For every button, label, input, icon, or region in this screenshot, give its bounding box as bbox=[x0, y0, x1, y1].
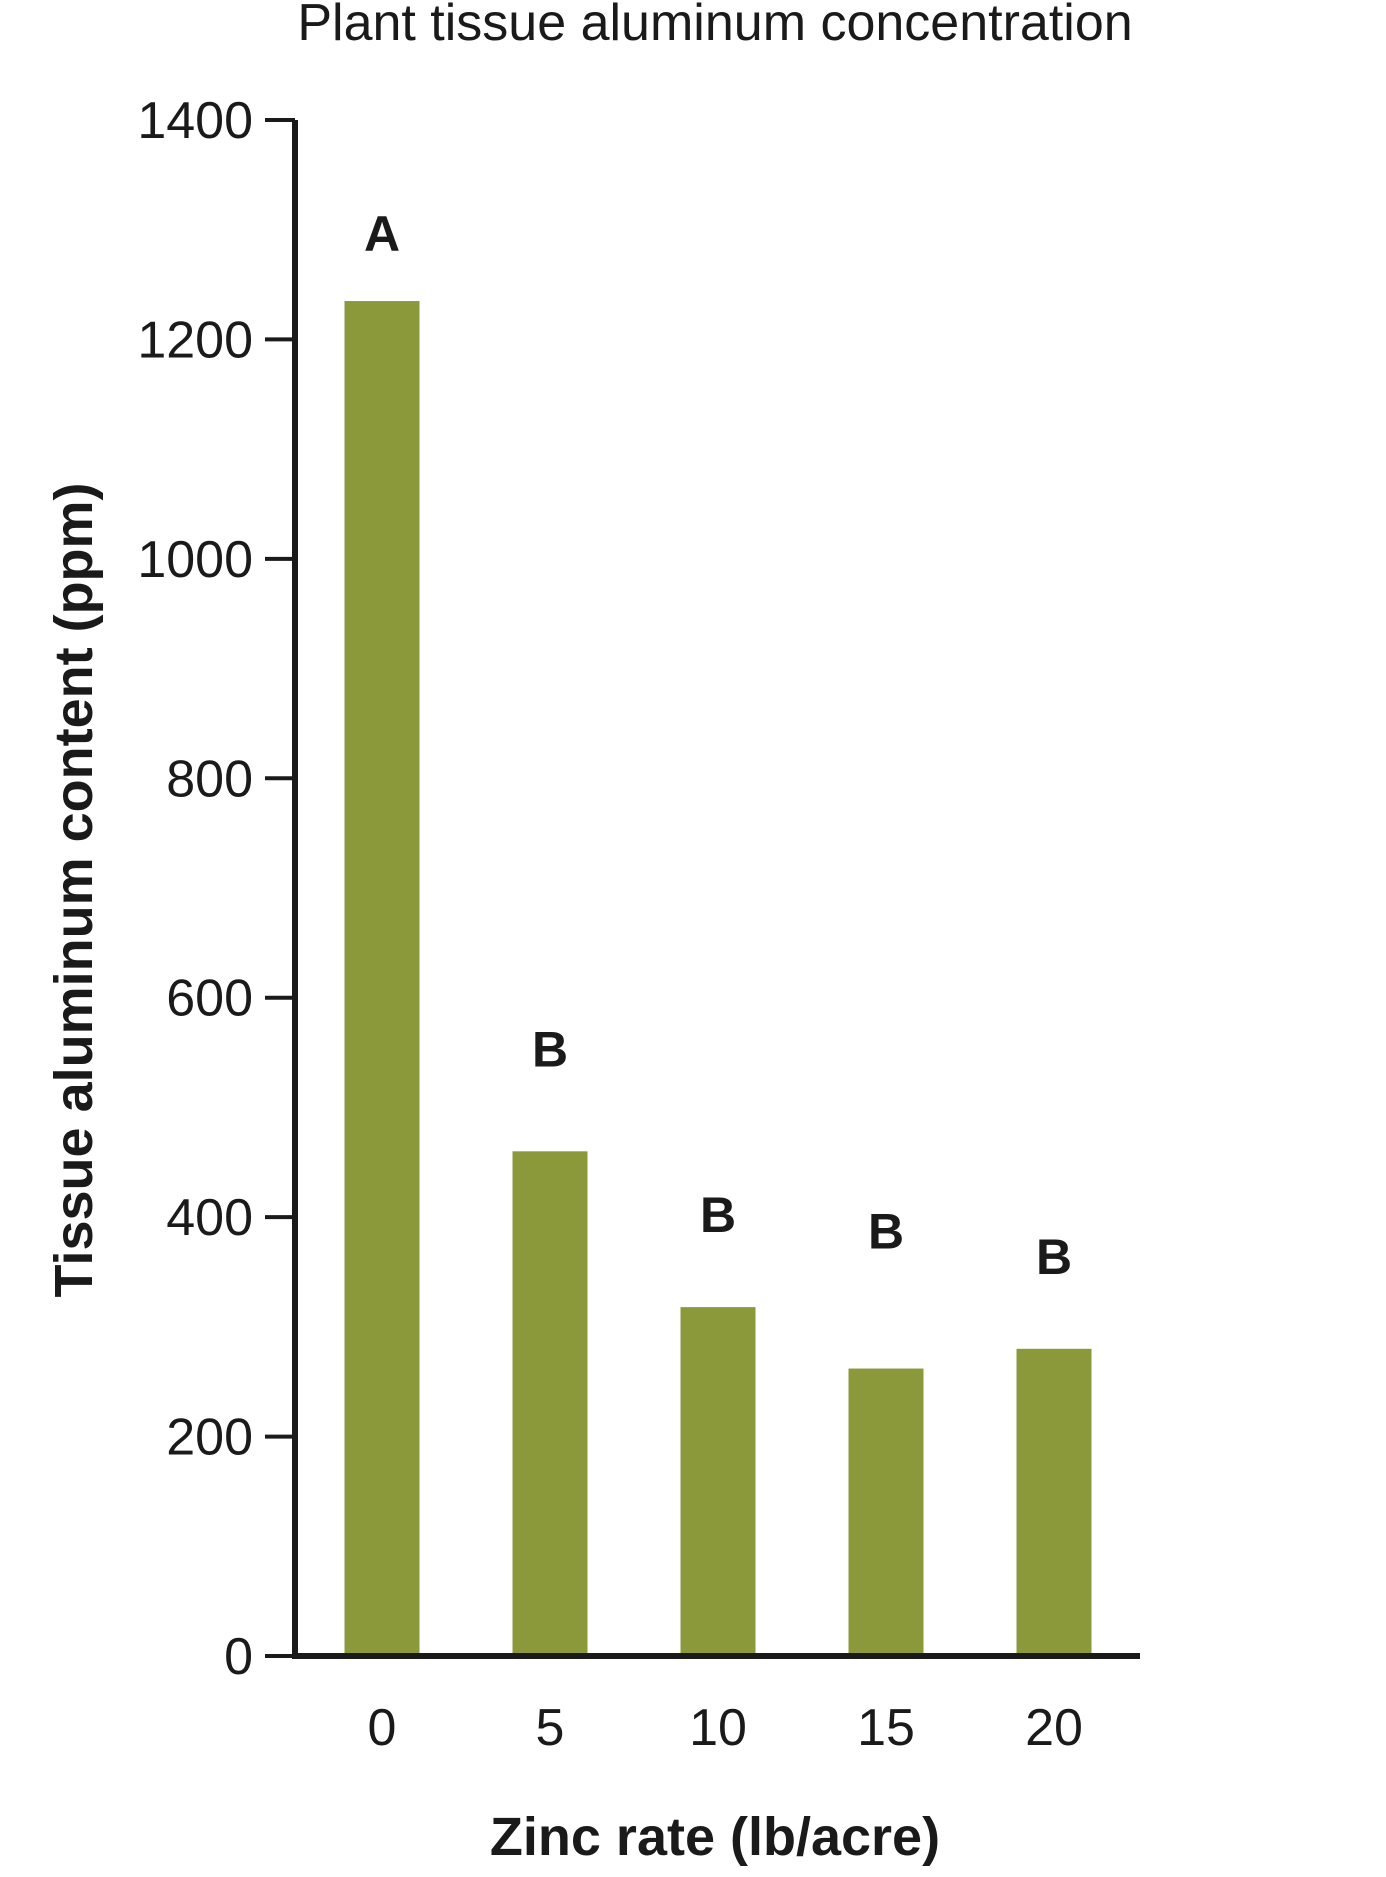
significance-letter: B bbox=[700, 1187, 736, 1243]
y-tick-label: 800 bbox=[166, 750, 253, 808]
bar-5 bbox=[512, 1151, 588, 1656]
plot-area: A B B B B 0 200 400 600 800 1000 1200 1400 0 5 10 15 20 bbox=[137, 92, 1140, 1757]
y-tick-label: 1200 bbox=[137, 311, 253, 369]
y-axis-label: Tissue aluminum content (ppm) bbox=[44, 482, 104, 1297]
x-tick-label: 5 bbox=[536, 1699, 565, 1757]
y-tick-label: 1000 bbox=[137, 531, 253, 589]
y-tick-label: 600 bbox=[166, 970, 253, 1028]
chart-title: Plant tissue aluminum concentration bbox=[297, 0, 1132, 52]
bar-10 bbox=[680, 1307, 756, 1656]
significance-letter: B bbox=[868, 1204, 904, 1260]
bar-15 bbox=[848, 1368, 924, 1656]
x-tick-label: 15 bbox=[857, 1699, 915, 1757]
y-tick-label: 200 bbox=[166, 1409, 253, 1467]
significance-letter: A bbox=[364, 206, 400, 262]
y-tick-label: 1400 bbox=[137, 92, 253, 150]
y-tick-label: 0 bbox=[224, 1628, 253, 1686]
x-tick-label: 20 bbox=[1025, 1699, 1083, 1757]
significance-letter: B bbox=[1036, 1229, 1072, 1285]
x-tick-label: 0 bbox=[368, 1699, 397, 1757]
x-axis-label: Zinc rate (lb/acre) bbox=[490, 1807, 940, 1867]
y-tick-label: 400 bbox=[166, 1189, 253, 1247]
bar-0 bbox=[344, 301, 420, 1656]
x-tick-label: 10 bbox=[689, 1699, 747, 1757]
significance-letter: B bbox=[532, 1021, 568, 1077]
bar-20 bbox=[1016, 1348, 1092, 1656]
